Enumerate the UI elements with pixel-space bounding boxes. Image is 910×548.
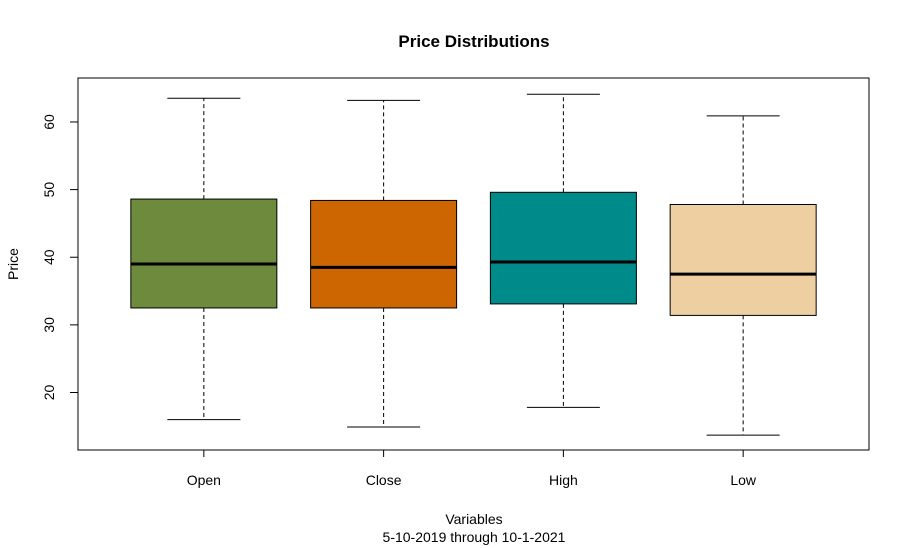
- y-tick-label: 50: [41, 182, 57, 198]
- box-low: [669, 115, 817, 436]
- x-tick-label: High: [549, 472, 578, 488]
- x-axis-label: Variables: [445, 511, 502, 527]
- boxes: [130, 93, 817, 436]
- y-axis: 20 30 40 50 60: [41, 114, 79, 401]
- chart-title: Price Distributions: [398, 32, 549, 51]
- iqr-box: [669, 203, 817, 316]
- x-axis-subtitle: 5-10-2019 through 10-1-2021: [383, 529, 566, 545]
- box-high: [489, 93, 637, 408]
- iqr-box: [489, 191, 637, 305]
- box-open: [130, 97, 278, 421]
- y-tick-label: 40: [41, 249, 57, 265]
- y-tick-label: 60: [41, 114, 57, 130]
- x-tick-label: Low: [730, 472, 757, 488]
- x-axis-labels: Open Close High Low: [187, 450, 757, 488]
- x-tick-label: Close: [366, 472, 402, 488]
- y-axis-label: Price: [5, 248, 21, 280]
- iqr-box: [310, 199, 458, 309]
- y-tick-label: 20: [41, 385, 57, 401]
- y-tick-label: 30: [41, 317, 57, 333]
- box-close: [310, 99, 458, 428]
- x-tick-label: Open: [187, 472, 221, 488]
- iqr-box: [130, 198, 278, 309]
